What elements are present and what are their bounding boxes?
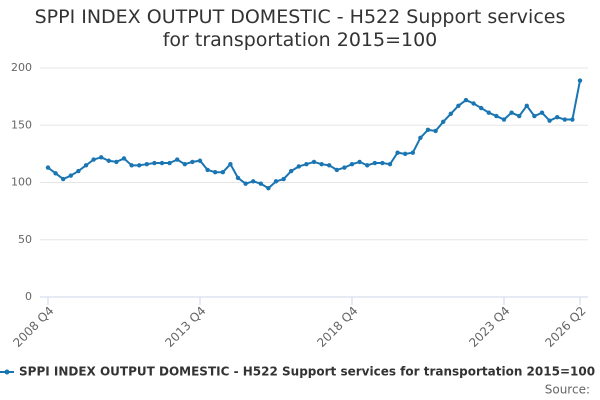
point <box>524 103 529 108</box>
point <box>175 157 180 162</box>
point <box>281 176 286 182</box>
series-line <box>47 80 581 190</box>
point <box>106 158 112 163</box>
chart-title: SPPI INDEX OUTPUT DOMESTIC - H522 Suppor… <box>34 6 566 51</box>
point <box>99 155 104 160</box>
point <box>258 181 263 186</box>
x-tick-label: 2013 Q4 <box>162 304 208 350</box>
point <box>418 135 423 141</box>
point <box>539 110 545 115</box>
point <box>532 113 537 119</box>
point <box>266 186 271 191</box>
point <box>53 171 58 176</box>
point <box>311 159 317 165</box>
point <box>289 168 294 174</box>
point <box>501 117 507 122</box>
point <box>228 161 233 167</box>
point <box>197 158 203 163</box>
y-tick-label: 0 <box>25 290 32 303</box>
point <box>45 165 51 170</box>
point <box>425 127 431 133</box>
x-tick-label: 2026 Q2 <box>542 304 588 350</box>
point <box>220 169 225 175</box>
point <box>243 181 248 186</box>
point <box>380 160 385 166</box>
point <box>182 161 187 167</box>
point <box>342 165 347 170</box>
point <box>448 111 453 117</box>
point <box>273 179 279 184</box>
point <box>471 101 476 106</box>
point <box>304 161 309 167</box>
legend-label: SPPI INDEX OUTPUT DOMESTIC - H522 Suppor… <box>19 365 595 379</box>
point <box>152 160 157 166</box>
point <box>479 105 484 111</box>
point <box>577 78 583 83</box>
point <box>357 159 362 165</box>
point <box>509 110 514 115</box>
y-tick-label: 150 <box>11 118 32 131</box>
point <box>433 128 438 134</box>
point <box>129 163 134 168</box>
point <box>349 161 355 167</box>
y-tick-label: 100 <box>11 176 32 189</box>
point <box>334 167 339 173</box>
x-tick-label: 2023 Q4 <box>466 304 512 350</box>
point <box>91 157 96 162</box>
point <box>83 163 89 168</box>
point <box>68 173 74 178</box>
y-tick-label: 50 <box>18 233 32 246</box>
point <box>486 110 491 115</box>
point <box>296 164 301 169</box>
point <box>213 169 218 175</box>
y-tick-label: 200 <box>11 61 32 74</box>
point <box>319 161 324 167</box>
legend-marker <box>4 369 10 375</box>
point <box>395 150 400 155</box>
point <box>517 113 522 119</box>
point <box>327 163 332 168</box>
point <box>555 115 560 120</box>
x-tick-label: 2008 Q4 <box>10 304 56 350</box>
point <box>463 97 469 103</box>
x-tick-label: 2018 Q4 <box>314 304 360 350</box>
point <box>494 113 499 119</box>
point <box>121 156 127 161</box>
point <box>251 179 256 184</box>
point <box>410 150 415 155</box>
point <box>547 118 552 123</box>
point <box>190 159 195 165</box>
point <box>365 163 370 168</box>
point <box>387 161 393 167</box>
point <box>562 117 567 122</box>
point <box>570 117 575 122</box>
source: Source: <box>545 383 590 397</box>
point <box>403 151 408 157</box>
point <box>61 176 66 182</box>
point <box>441 119 446 125</box>
point <box>144 161 149 167</box>
point <box>235 175 241 181</box>
point <box>456 103 461 108</box>
point <box>76 168 81 174</box>
point <box>114 159 119 165</box>
point <box>137 163 142 168</box>
point <box>372 160 377 166</box>
point <box>167 160 172 166</box>
point <box>205 167 210 173</box>
point <box>159 160 165 166</box>
